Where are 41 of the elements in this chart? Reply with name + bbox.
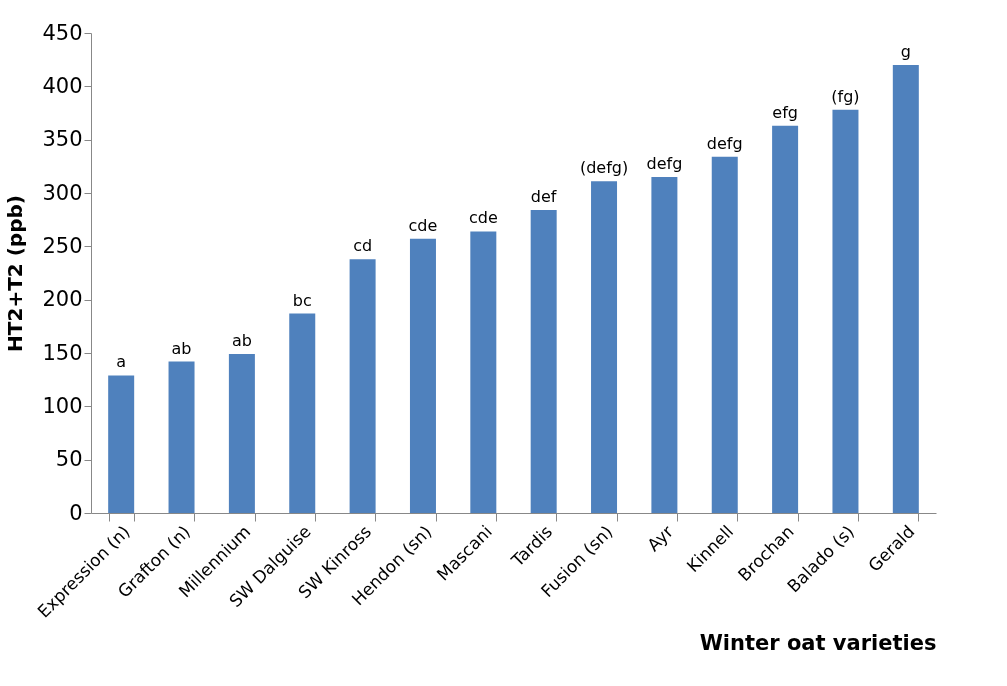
bar bbox=[832, 109, 859, 513]
annotation: g bbox=[900, 42, 911, 61]
bar bbox=[168, 361, 195, 513]
y-tick-label: 0 bbox=[69, 500, 83, 525]
bar bbox=[349, 259, 376, 513]
y-tick-label: 300 bbox=[42, 180, 83, 205]
annotation: efg bbox=[772, 102, 798, 122]
bar bbox=[108, 375, 135, 513]
annotation: ab bbox=[231, 331, 252, 351]
annotation: (defg) bbox=[579, 158, 629, 178]
annotation: cde bbox=[408, 215, 438, 235]
annotation: defg bbox=[646, 154, 683, 173]
annotation: cd bbox=[353, 236, 373, 256]
bar bbox=[892, 65, 919, 513]
bar bbox=[530, 210, 557, 513]
y-tick-label: 50 bbox=[55, 447, 83, 472]
y-tick-label: 450 bbox=[42, 20, 83, 45]
y-tick-label: 250 bbox=[42, 233, 83, 258]
y-axis-title: HT2+T2 (ppb) bbox=[3, 195, 28, 352]
bar bbox=[228, 354, 255, 513]
bar bbox=[470, 231, 497, 513]
bar bbox=[409, 238, 436, 513]
y-tick-label: 200 bbox=[42, 287, 83, 312]
annotation: cde bbox=[468, 208, 498, 228]
y-tick-label: 350 bbox=[42, 127, 83, 152]
y-tick-label: 100 bbox=[42, 393, 83, 418]
bar bbox=[711, 156, 738, 513]
y-tick-label: 150 bbox=[42, 340, 83, 365]
x-tick-label: Ayr bbox=[643, 521, 677, 555]
annotation: defg bbox=[706, 133, 743, 153]
annotation: (fg) bbox=[831, 86, 860, 106]
y-tick-label: 400 bbox=[42, 73, 83, 98]
annotation: a bbox=[116, 352, 127, 372]
annotation: ab bbox=[171, 338, 192, 358]
bar bbox=[289, 313, 316, 513]
bar bbox=[651, 177, 678, 513]
bar bbox=[772, 125, 799, 513]
bar bbox=[591, 181, 618, 513]
x-axis-title: Winter oat varieties bbox=[699, 630, 937, 655]
annotation: def bbox=[530, 187, 557, 207]
annotation: bc bbox=[292, 290, 312, 310]
